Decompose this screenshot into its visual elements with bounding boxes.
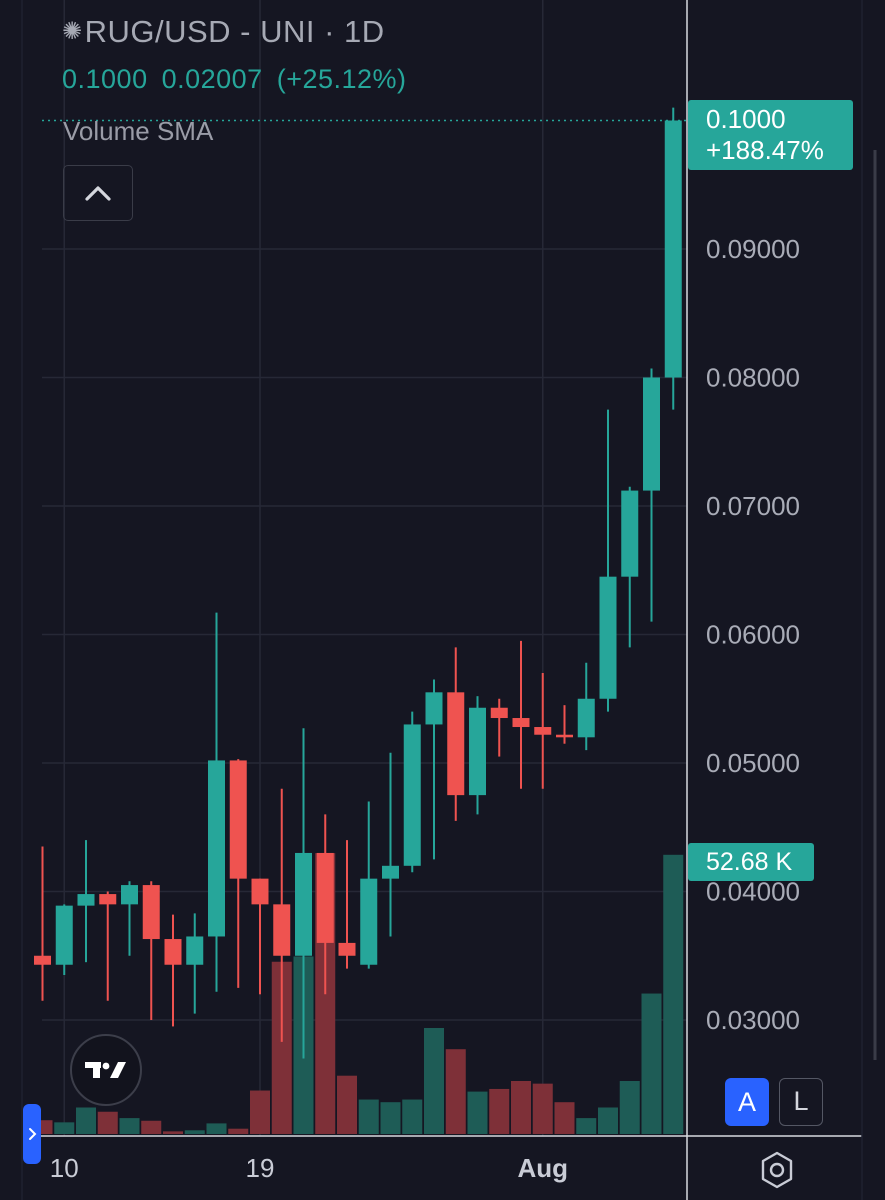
candle-body — [403, 724, 421, 866]
candle-body — [447, 692, 465, 796]
chart-frame — [21, 0, 877, 1200]
candle-body — [186, 936, 204, 965]
volume-bar — [554, 1102, 575, 1134]
time-tick-label: Aug — [517, 1153, 568, 1183]
volume-bar — [358, 1099, 379, 1134]
candle-body — [316, 852, 334, 943]
candle-body — [490, 707, 508, 719]
price-tick-label: 0.05000 — [706, 748, 800, 778]
volume-bar — [445, 1049, 466, 1134]
volume-bar — [184, 1130, 205, 1134]
candle-body — [142, 885, 160, 940]
candle-body — [425, 692, 443, 725]
candle-body — [556, 734, 573, 738]
candle-body — [469, 707, 486, 796]
volume-bar — [54, 1122, 75, 1134]
change-value: 0.02007 — [161, 64, 263, 94]
volume-bar — [511, 1081, 531, 1134]
time-tick-label: 19 — [246, 1153, 275, 1183]
change-percent: (+25.12%) — [276, 64, 407, 94]
last-price-change: +188.47% — [706, 135, 824, 165]
volume-bar — [206, 1123, 227, 1134]
volume-bar — [250, 1090, 270, 1134]
volume-bar — [424, 1028, 444, 1134]
time-axis: 10 19 Aug — [50, 1153, 568, 1183]
volume-bar — [119, 1118, 140, 1134]
candle-body — [338, 942, 356, 956]
volume-bar — [663, 854, 684, 1134]
tradingview-logo-mark — [85, 1062, 126, 1078]
candlesticks — [34, 107, 687, 1059]
candle-body — [251, 878, 269, 905]
volume-bar — [532, 1083, 553, 1134]
tradingview-logo[interactable] — [70, 1034, 142, 1106]
price-tick-label: 0.03000 — [706, 1005, 800, 1035]
candle-body — [229, 760, 247, 879]
price-tick-label: 0.06000 — [706, 620, 800, 650]
price-tick-label: 0.08000 — [706, 363, 800, 393]
volume-bars — [32, 853, 684, 1134]
last-price-value: 0.1000 — [706, 104, 786, 134]
candle-body — [55, 905, 73, 965]
candle-body — [121, 885, 138, 905]
symbol-title-text: RUG/USD - UNI · 1D — [84, 14, 385, 49]
volume-bar — [141, 1120, 162, 1134]
candle-body — [77, 894, 95, 906]
price-tick-label: 0.04000 — [706, 877, 800, 907]
candle-body — [599, 576, 617, 699]
sun-glyph-icon: ✺ — [62, 18, 83, 45]
chart-grid — [42, 0, 687, 1136]
volume-bar — [598, 1107, 618, 1134]
last-volume-label: 52.68 K — [688, 843, 814, 881]
volume-bar — [467, 1091, 488, 1134]
volume-bar — [97, 1111, 118, 1134]
ohlc-readout: 0.1000 0.02007 (+25.12%) — [62, 64, 421, 95]
close-value: 0.1000 — [62, 64, 148, 94]
candle-body — [360, 878, 378, 965]
volume-bar — [163, 1131, 183, 1134]
candle-body — [621, 490, 639, 577]
candle-body — [164, 939, 182, 965]
candle-body — [534, 727, 552, 735]
chevron-up-icon — [85, 186, 111, 201]
last-price-label: 0.1000 +188.47% — [688, 100, 853, 170]
auto-scale-button[interactable]: A — [725, 1078, 769, 1126]
candle-body — [512, 718, 530, 728]
volume-bar — [337, 1075, 357, 1134]
candle-body — [208, 760, 225, 937]
candle-body — [34, 955, 51, 965]
candle-body — [295, 852, 312, 956]
volume-bar — [271, 961, 292, 1134]
candle-body — [382, 865, 399, 879]
chevron-right-icon — [29, 1128, 37, 1140]
price-tick-label: 0.09000 — [706, 234, 800, 264]
drawing-panel-handle[interactable] — [23, 1104, 41, 1164]
settings-icon[interactable] — [757, 1150, 797, 1190]
volume-bar — [489, 1088, 510, 1134]
volume-bar — [228, 1128, 249, 1134]
time-tick-label: 10 — [50, 1153, 79, 1183]
candle-body — [643, 377, 660, 491]
volume-bar — [576, 1118, 597, 1134]
volume-bar — [619, 1081, 640, 1134]
price-axis: 0.09000 0.08000 0.07000 0.06000 0.05000 0.040… — [706, 234, 800, 1035]
candle-body — [99, 894, 117, 905]
candle-body — [273, 904, 291, 956]
volume-bar — [380, 1102, 401, 1134]
volume-bar — [402, 1099, 423, 1134]
symbol-title[interactable]: ✺RUG/USD - UNI · 1D — [62, 14, 385, 50]
price-tick-label: 0.07000 — [706, 491, 800, 521]
volume-bar — [641, 993, 662, 1134]
log-scale-button[interactable]: L — [779, 1078, 823, 1126]
collapse-indicators-button[interactable] — [63, 165, 133, 221]
candle-body — [577, 698, 595, 738]
candle-body — [664, 120, 682, 378]
indicator-label[interactable]: Volume SMA — [63, 116, 214, 146]
volume-bar — [76, 1107, 96, 1134]
